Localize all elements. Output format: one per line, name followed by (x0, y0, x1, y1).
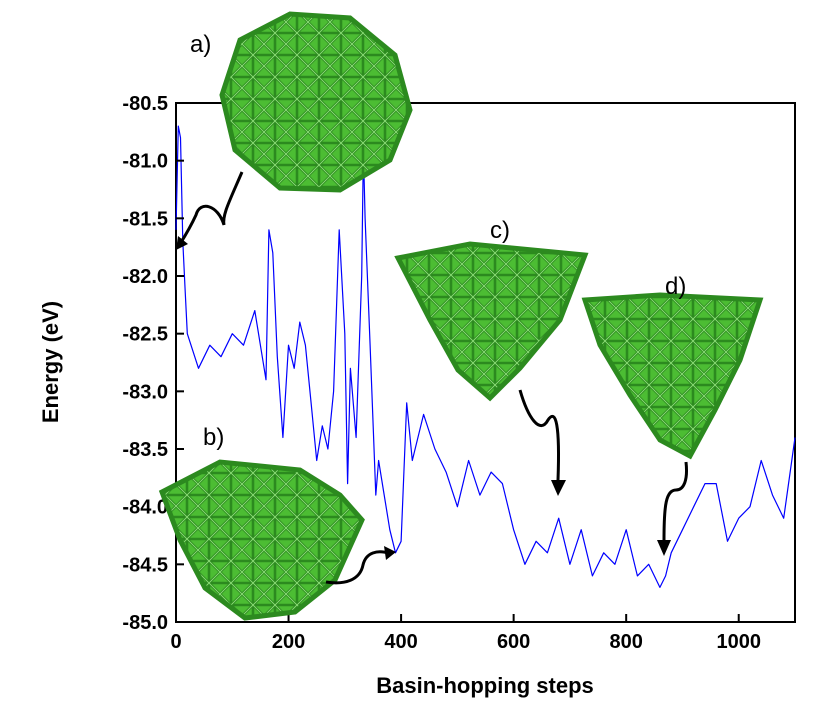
annotation-label-d: d) (665, 273, 686, 300)
y-tick-label-9: -85.0 (122, 612, 168, 634)
cluster-d-icon (581, 292, 764, 460)
arrowhead-c-icon (551, 480, 566, 496)
arrow-c-icon (518, 389, 560, 481)
y-tick-label-4: -82.5 (122, 324, 168, 346)
x-axis-ticks: 0 200 400 600 800 1000 (170, 614, 761, 653)
y-tick-label-2: -81.5 (122, 208, 168, 230)
y-tick-label-5: -83.0 (122, 381, 168, 403)
y-axis-ticks: -80.5 -81.0 -81.5 -82.0 -82.5 -83.0 -83.5 -84.0… (122, 93, 184, 634)
cluster-c-icon (394, 241, 589, 402)
y-tick-label-6: -83.5 (122, 439, 168, 461)
plot-frame (175, 102, 796, 623)
y-tick-label-7: -84.0 (122, 497, 168, 519)
annotation-label-c: c) (490, 217, 510, 244)
arrowhead-d-icon (657, 540, 671, 556)
annotation-label-b: b) (203, 424, 224, 451)
x-axis-label: Basin-hopping steps (376, 673, 594, 698)
x-tick-label-2: 400 (384, 631, 417, 653)
y-axis-label: Energy (eV) (38, 301, 63, 423)
cluster-a-icon (219, 11, 413, 193)
x-tick-label-4: 800 (609, 631, 642, 653)
x-tick-label-1: 200 (272, 631, 305, 653)
y-tick-label-3: -82.0 (122, 266, 168, 288)
x-tick-label-5: 1000 (716, 631, 761, 653)
y-tick-label-8: -84.5 (122, 554, 168, 576)
y-tick-label-0: -80.5 (122, 93, 168, 115)
annotation-label-a: a) (190, 31, 211, 58)
cluster-b-icon (158, 459, 365, 621)
x-tick-label-0: 0 (170, 631, 181, 653)
arrow-a-icon (178, 171, 244, 245)
arrow-b-icon (325, 550, 389, 585)
y-tick-label-1: -81.0 (122, 151, 168, 173)
energy-series-line (175, 125, 796, 589)
x-tick-label-3: 600 (497, 631, 530, 653)
arrow-d-icon (662, 461, 688, 541)
arrowhead-b-icon (384, 546, 396, 560)
arrowhead-a-icon (176, 236, 188, 250)
